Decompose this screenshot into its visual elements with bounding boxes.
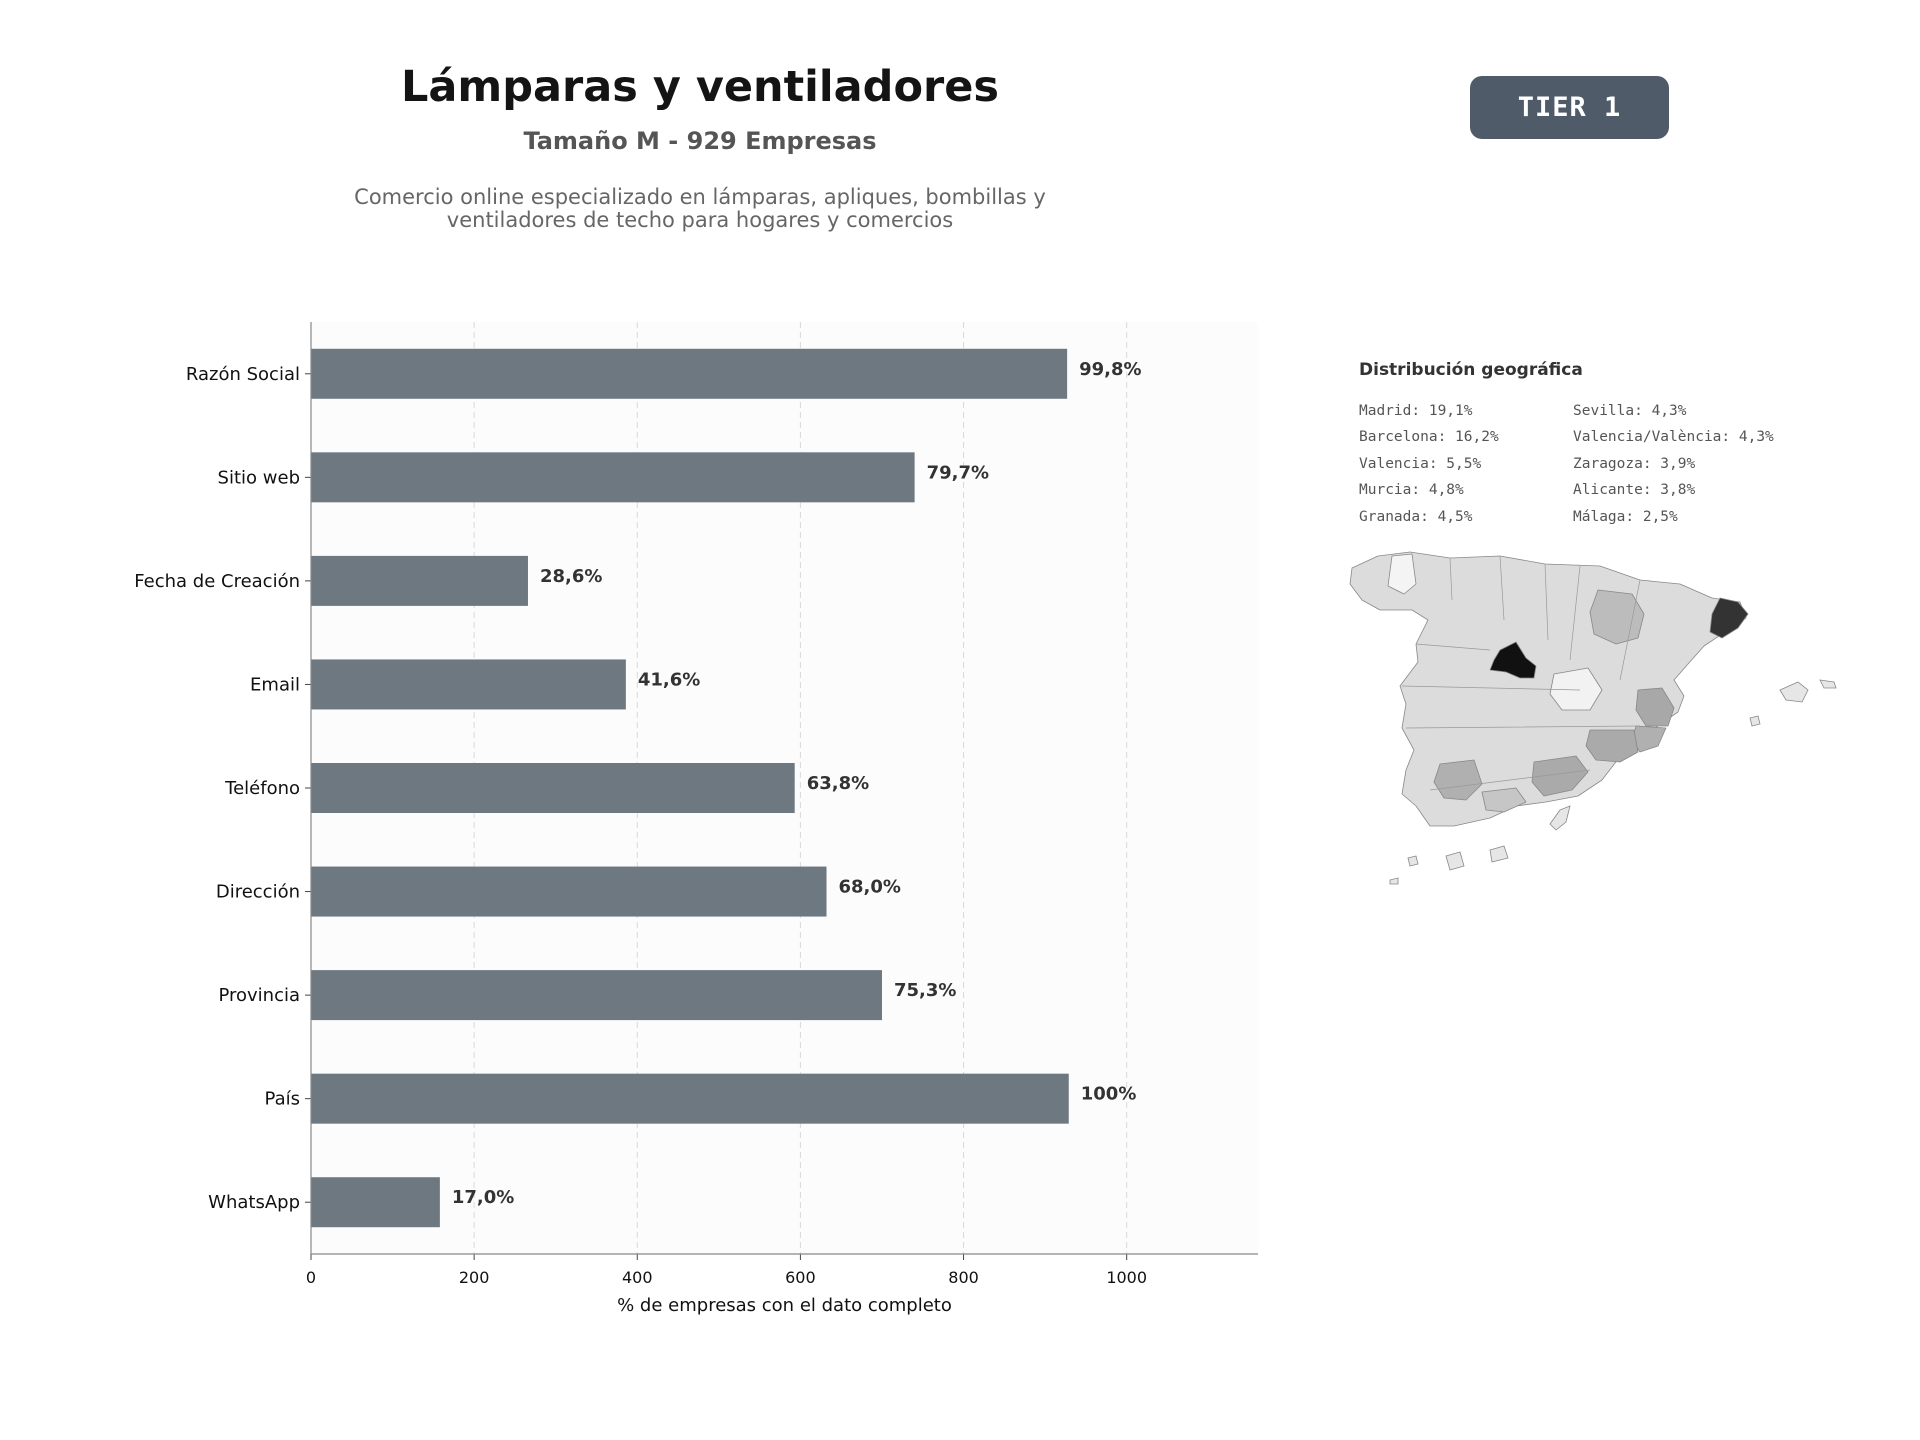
y-tick-label: Sitio web: [218, 467, 300, 488]
bar: [311, 1177, 440, 1228]
map-canary-2: [1489, 845, 1509, 863]
map-canary-1: [1549, 805, 1571, 831]
map-region-valencia: [1635, 687, 1675, 727]
map-canary-3: [1445, 851, 1465, 871]
bar: [311, 763, 795, 813]
y-tick-label: Dirección: [216, 882, 300, 903]
data-label: 100%: [1081, 1084, 1137, 1105]
map-region-cuenca: [1549, 667, 1603, 711]
y-tick-label: Teléfono: [224, 778, 300, 799]
data-label: 41,6%: [638, 669, 700, 690]
map-region-zaragoza: [1589, 589, 1645, 645]
y-tick-label: País: [265, 1089, 300, 1110]
x-tick-label: 200: [459, 1268, 490, 1287]
geo-distribution-title: Distribución geográfica: [1359, 360, 1583, 380]
geo-distribution-list: Madrid: 19,1% Sevilla: 4,3% Barcelona: 1…: [1359, 398, 1819, 530]
data-label: 63,8%: [807, 773, 869, 794]
y-tick-label: Email: [250, 674, 300, 695]
data-label: 99,8%: [1079, 359, 1141, 380]
y-tick-label: Razón Social: [186, 364, 300, 385]
geo-item: Murcia: 4,8%: [1359, 482, 1464, 499]
x-tick-label: 0: [306, 1268, 316, 1287]
y-tick-label: Provincia: [218, 985, 300, 1006]
geo-item: Zaragoza: 3,9%: [1573, 455, 1696, 472]
map-region-granada: [1531, 755, 1589, 797]
tier-badge: TIER 1: [1470, 76, 1669, 139]
geo-item: Alicante: 3,8%: [1573, 482, 1696, 499]
data-label: 75,3%: [894, 980, 956, 1001]
bar: [311, 555, 528, 606]
page-subtitle: Tamaño M - 929 Empresas: [523, 127, 877, 155]
y-tick-label: Fecha de Creación: [134, 571, 300, 592]
x-tick-label: 600: [785, 1268, 816, 1287]
y-tick-label: WhatsApp: [208, 1192, 300, 1213]
map-balearic-mallorca: [1779, 681, 1809, 703]
bar: [311, 1073, 1069, 1124]
completeness-bar-chart: 0 200 400 600 800 1000 Razón Social 99,8% Sitio …: [134, 322, 1258, 1316]
map-balearic-ibiza: [1749, 715, 1761, 727]
bar: [311, 452, 915, 503]
map-region-sevilla: [1433, 759, 1483, 801]
description-line-1: Comercio online especializado en lámpara…: [354, 185, 1046, 209]
geo-item: Málaga: 2,5%: [1573, 508, 1678, 525]
bar: [311, 659, 626, 710]
map-region-malaga: [1481, 787, 1527, 813]
data-label: 17,0%: [452, 1187, 514, 1208]
x-tick-label: 800: [948, 1268, 979, 1287]
page-title: Lámparas y ventiladores: [401, 62, 999, 112]
geo-item: Barcelona: 16,2%: [1359, 429, 1499, 446]
map-region-murcia: [1585, 729, 1639, 763]
map-canary-4: [1407, 855, 1419, 867]
map-balearic-menorca: [1819, 679, 1837, 689]
geo-item: Valencia: 5,5%: [1359, 455, 1482, 472]
geo-item: Madrid: 19,1%: [1359, 403, 1473, 419]
map-region-barcelona: [1709, 597, 1749, 639]
description-line-2: ventiladores de techo para hogares y com…: [446, 208, 954, 232]
map-canary-5: [1389, 877, 1399, 885]
data-label: 79,7%: [927, 462, 989, 483]
data-label: 28,6%: [540, 566, 602, 587]
map-region-madrid: [1489, 641, 1537, 679]
x-tick-label: 1000: [1106, 1268, 1147, 1287]
bar: [311, 348, 1068, 399]
x-axis-label: % de empresas con el dato completo: [617, 1295, 952, 1316]
bar: [311, 866, 827, 917]
data-label: 68,0%: [839, 877, 901, 898]
bar: [311, 970, 882, 1021]
x-tick-label: 400: [622, 1268, 653, 1287]
geo-item: Sevilla: 4,3%: [1573, 403, 1687, 419]
geo-item: Valencia/València: 4,3%: [1573, 429, 1774, 446]
map-region-lugo: [1387, 553, 1417, 595]
geo-item: Granada: 4,5%: [1359, 508, 1473, 525]
spain-choropleth-map: [1349, 551, 1837, 885]
page-description: Comercio online especializado en lámpara…: [300, 186, 1100, 232]
